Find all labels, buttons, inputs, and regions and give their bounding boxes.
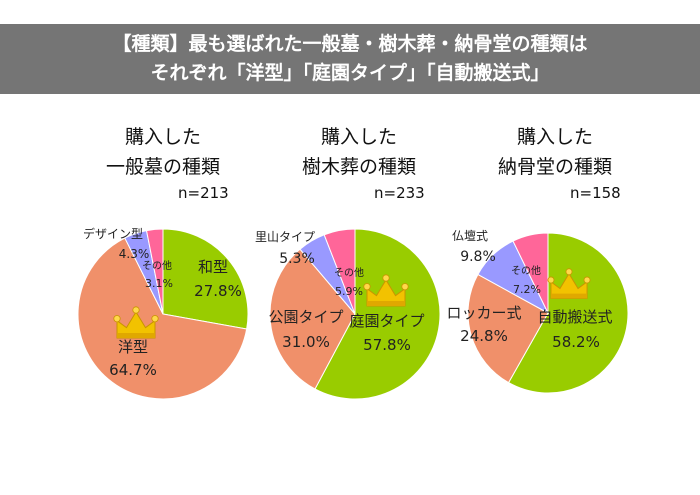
pie-slice — [77, 237, 248, 400]
pie-slice — [467, 273, 549, 384]
crown-icon — [547, 268, 591, 299]
chart-title-1-line1: 購入した — [124, 126, 201, 148]
slice-label: 里山タイプ — [255, 230, 315, 244]
pie-chart-3: 自動搬送式 58.2% ロッカー式 24.8% 仏壇式 9.8% その他 7.2% — [446, 228, 629, 394]
chart-title-1: 購入した 一般墓の種類 — [63, 122, 263, 182]
pie-slice — [507, 232, 629, 394]
slice-label: 自動搬送式 — [537, 308, 612, 326]
slice-label: その他 — [142, 259, 172, 272]
slice-value-label: 9.8% — [460, 249, 496, 265]
pie-slice — [269, 248, 356, 390]
chart-n-1: n=213 — [178, 184, 229, 202]
chart-title-3: 購入した 納骨堂の種類 — [455, 122, 655, 182]
crown-icon — [113, 306, 159, 339]
chart-n-3: n=158 — [570, 184, 621, 202]
pie-slice — [162, 228, 249, 330]
slice-value-label: 3.1% — [145, 277, 173, 290]
chart-n-2: n=233 — [374, 184, 425, 202]
slice-value-label: 5.9% — [335, 285, 363, 298]
pie-slice — [512, 232, 549, 314]
pie-slice — [314, 228, 441, 400]
slice-value-label: 64.7% — [109, 361, 157, 379]
header-banner: 【種類】最も選ばれた一般墓・樹木葬・納骨堂の種類は それぞれ「洋型」「庭園タイプ… — [0, 24, 700, 94]
slice-label: 洋型 — [118, 338, 148, 356]
pie-slice — [145, 228, 164, 315]
slice-label: 和型 — [198, 258, 228, 276]
slice-value-label: 27.8% — [194, 282, 242, 300]
header-line-1: 【種類】最も選ばれた一般墓・樹木葬・納骨堂の種類は — [112, 33, 588, 55]
slice-value-label: 7.2% — [513, 283, 541, 296]
chart-title-1-line2: 一般墓の種類 — [105, 156, 220, 178]
slice-value-label: 57.8% — [363, 336, 411, 354]
header-line-2: それぞれ「洋型」「庭園タイプ」「自動搬送式」 — [150, 62, 550, 84]
crown-icon — [363, 274, 409, 307]
pie-chart-1: 和型 27.8% 洋型 64.7% デザイン型 4.3%その他 3.1% — [77, 226, 249, 400]
slice-label: その他 — [511, 264, 541, 277]
slice-label: ロッカー式 — [446, 304, 521, 322]
slice-value-label: 24.8% — [460, 327, 508, 345]
chart-title-2-line1: 購入した — [320, 126, 397, 148]
chart-title-3-line1: 購入した — [516, 126, 593, 148]
chart-title-2-line2: 樹木葬の種類 — [301, 156, 416, 178]
slice-label: 庭園タイプ — [349, 312, 424, 330]
slice-label: デザイン型 — [83, 226, 143, 241]
slice-label: その他 — [334, 266, 364, 279]
slice-value-label: 58.2% — [552, 333, 600, 351]
chart-title-3-line2: 納骨堂の種類 — [497, 156, 612, 178]
slice-value-label: 31.0% — [282, 333, 330, 351]
chart-title-2: 購入した 樹木葬の種類 — [259, 122, 459, 182]
slice-value-label: 5.3% — [279, 251, 315, 267]
slice-value-label: 4.3% — [119, 247, 150, 261]
pie-slice — [323, 228, 356, 315]
pie-chart-2: 庭園タイプ 57.8% 公園タイプ 31.0% 里山タイプ 5.3% その他 5.9% — [255, 228, 441, 400]
slice-label: 仏壇式 — [452, 228, 488, 243]
slice-label: 公園タイプ — [268, 308, 343, 326]
